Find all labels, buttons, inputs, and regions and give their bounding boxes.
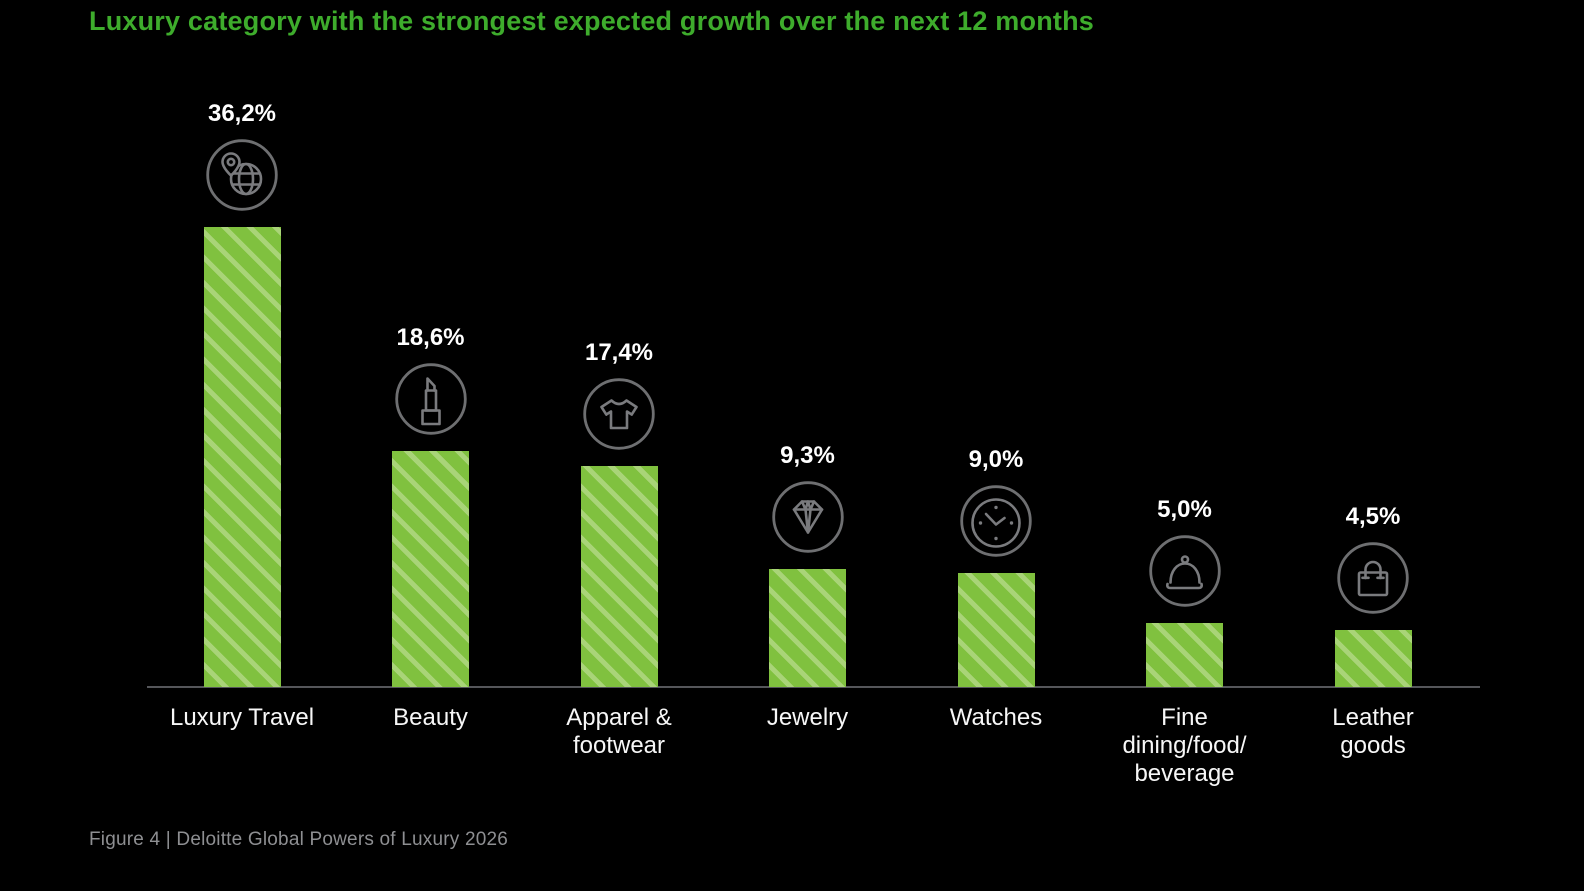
chart-title: Luxury category with the strongest expec… xyxy=(89,6,1094,36)
bag-icon xyxy=(1336,541,1410,615)
category-label-watches: Watches xyxy=(949,704,1043,731)
bar-fine-dining-food-beverage xyxy=(1146,623,1223,687)
bar-watches xyxy=(957,573,1035,687)
category-label-jewelry: Jewelry xyxy=(766,704,849,731)
category-label-fine-dining-food-beverage: Fine dining/food/ beverage xyxy=(1122,704,1247,787)
diamond-icon xyxy=(771,480,845,554)
value-label-watches: 9,0% xyxy=(968,446,1024,473)
bar-group-jewelry: 9,3% xyxy=(713,0,902,687)
value-label-fine-dining-food-beverage: 5,0% xyxy=(1157,496,1212,523)
category-label-beauty: Beauty xyxy=(393,704,468,731)
bar-group-leather-goods: 4,5% xyxy=(1279,0,1468,687)
tshirt-icon xyxy=(582,377,656,451)
cloche-icon xyxy=(1148,534,1222,608)
value-label-apparel-footwear: 17,4% xyxy=(584,339,654,366)
value-label-leather-goods: 4,5% xyxy=(1345,503,1401,530)
value-label-beauty: 18,6% xyxy=(396,324,465,351)
travel-globe-icon xyxy=(205,138,279,212)
bar-leather-goods xyxy=(1334,630,1412,687)
bar-group-fine-dining-food-beverage: 5,0% xyxy=(1090,0,1279,687)
lipstick-icon xyxy=(394,362,468,436)
value-label-luxury-travel: 36,2% xyxy=(207,100,277,127)
bar-beauty xyxy=(392,451,469,687)
bar-group-beauty: 18,6% xyxy=(336,0,525,687)
bar-group-watches: 9,0% xyxy=(902,0,1091,687)
figure-caption: Figure 4 | Deloitte Global Powers of Lux… xyxy=(89,829,509,850)
category-label-leather-goods: Leather goods xyxy=(1332,704,1414,759)
category-label-luxury-travel: Luxury Travel xyxy=(169,704,315,731)
bar-jewelry xyxy=(769,569,846,687)
x-axis-line xyxy=(147,686,1480,688)
bar-group-apparel-footwear: 17,4% xyxy=(525,0,714,687)
bar-apparel-footwear xyxy=(580,466,658,687)
category-label-apparel-footwear: Apparel & footwear xyxy=(566,704,672,759)
bar-group-luxury-travel: 36,2% xyxy=(148,0,337,687)
value-label-jewelry: 9,3% xyxy=(780,442,835,469)
bar-luxury-travel xyxy=(203,227,281,687)
watch-icon xyxy=(959,484,1033,558)
